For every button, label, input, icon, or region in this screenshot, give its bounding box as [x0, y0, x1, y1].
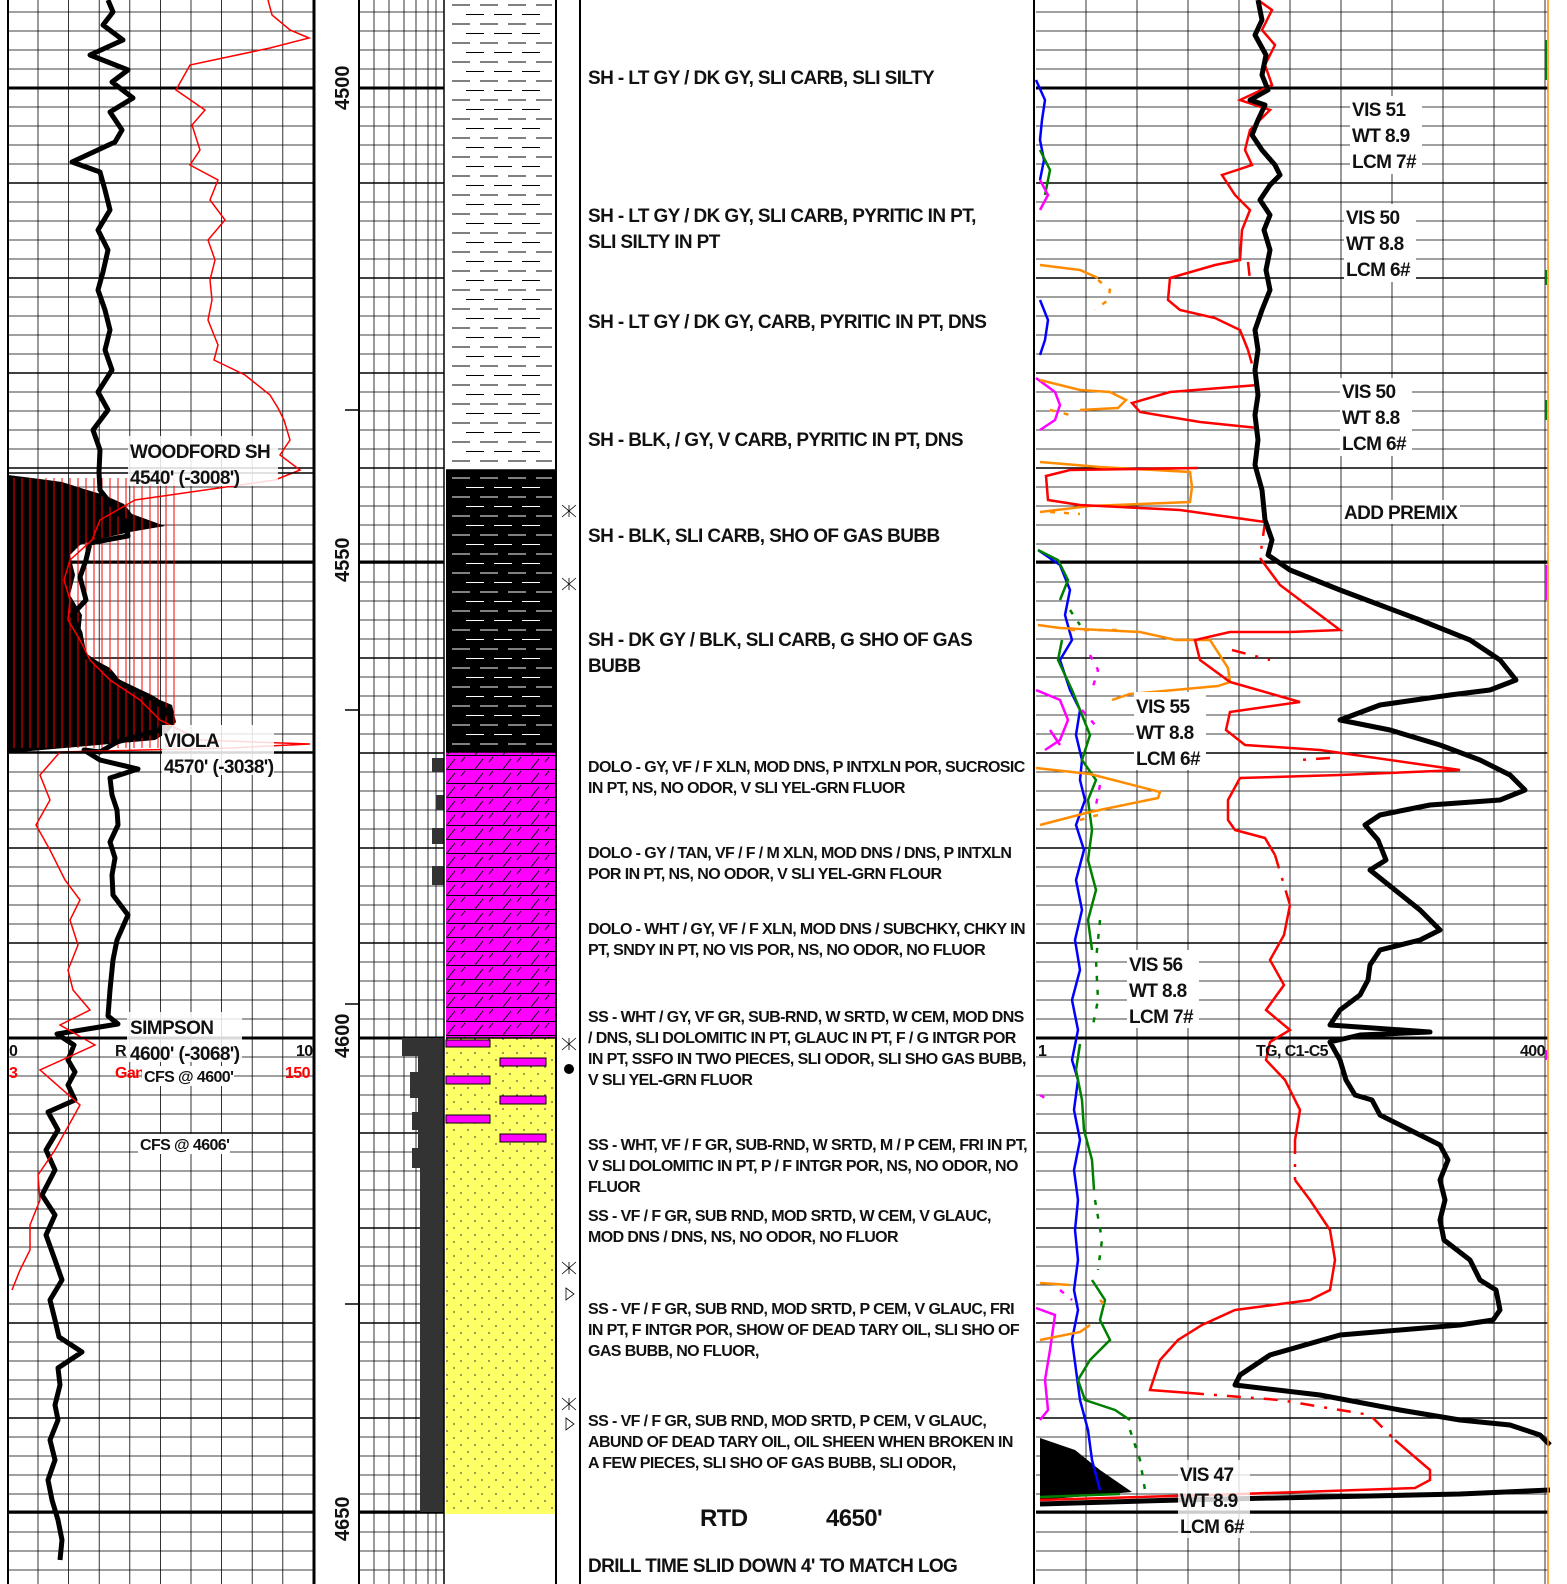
mud-report-3-lcm: LCM 6# — [1342, 434, 1407, 455]
description-5: SH - BLK, SLI CARB, SHO OF GAS BUBB — [588, 526, 940, 547]
shale-hatch — [13, 478, 175, 748]
core-note-2: CFS @ 4606' — [140, 1137, 229, 1154]
drill-time-bar — [402, 758, 444, 1512]
description-10: SS - WHT / GY, VF GR, SUB-RND, W SRTD, W… — [588, 1009, 1030, 1089]
track-descriptions: SH - LT GY / DK GY, SLI CARB, SLI SILTY … — [588, 0, 1035, 1584]
description-12: SS - VF / F GR, SUB RND, MOD SRTD, W CEM… — [588, 1208, 995, 1246]
mud-report-1: VIS 51 WT 8.9 LCM 7# — [1350, 96, 1422, 174]
gray-shale-pattern — [452, 4, 552, 462]
gas-c1-curve — [1039, 0, 1461, 1502]
mud-report-3-wt: WT 8.8 — [1342, 408, 1400, 429]
resistivity-curve — [11, 0, 312, 1291]
description-8: DOLO - GY / TAN, VF / F / M XLN, MOD DNS… — [588, 845, 1015, 883]
formation-top-viola-name: VIOLA — [164, 731, 220, 752]
rtd-label: RTD — [700, 1505, 748, 1532]
mud-report-1-wt: WT 8.9 — [1352, 126, 1410, 147]
mud-report-6-lcm: LCM 6# — [1180, 1517, 1245, 1538]
description-2: SH - LT GY / DK GY, SLI CARB, PYRITIC IN… — [588, 206, 980, 253]
mud-report-4-vis: VIS 55 — [1136, 697, 1190, 718]
gamma-curve — [39, 0, 168, 1561]
mud-note: ADD PREMIX — [1344, 503, 1458, 524]
description-14: SS - VF / F GR, SUB RND, MOD SRTD, P CEM… — [588, 1413, 1017, 1472]
track-gas: 1 TG, C1-C5 400 VIS 51 WT 8.9 LCM 7# VIS… — [1034, 0, 1552, 1584]
depth-label-4550: 4550 — [332, 538, 354, 583]
description-9: DOLO - WHT / GY, VF / F XLN, MOD DNS / S… — [588, 921, 1029, 959]
mud-report-4: VIS 55 WT 8.8 LCM 6# — [1134, 692, 1206, 770]
mud-report-2: VIS 50 WT 8.8 LCM 6# — [1344, 204, 1416, 282]
description-1: SH - LT GY / DK GY, SLI CARB, SLI SILTY — [588, 68, 935, 89]
black-shale-pattern — [452, 477, 552, 745]
core-note-1: CFS @ 4600' — [144, 1069, 233, 1086]
red-scale-max: 150 — [285, 1065, 311, 1082]
black-scale-mid: R — [115, 1043, 127, 1060]
mud-report-2-lcm: LCM 6# — [1346, 260, 1411, 281]
formation-top-simpson-depth: 4600' (-3068') — [130, 1044, 240, 1065]
depth-label-4500: 4500 — [332, 66, 354, 111]
track-drill-time — [359, 0, 445, 1584]
gas-scale-max: 400 — [1520, 1043, 1546, 1060]
formation-top-viola-depth: 4570' (-3038') — [164, 757, 274, 778]
track-lithology — [445, 0, 557, 1584]
formation-top-woodford-name: WOODFORD SH — [130, 442, 270, 463]
gas-scale-label: TG, C1-C5 — [1256, 1043, 1329, 1060]
track-depth: 4500 4550 4600 4650 — [332, 0, 360, 1584]
mud-report-2-wt: WT 8.8 — [1346, 234, 1404, 255]
gas-spike-fill — [1040, 1438, 1132, 1500]
mud-report-2-vis: VIS 50 — [1346, 208, 1399, 229]
depth-label-4650: 4650 — [332, 1497, 354, 1542]
description-11: SS - WHT, VF / F GR, SUB-RND, W SRTD, M … — [588, 1137, 1031, 1196]
mud-report-4-lcm: LCM 6# — [1136, 749, 1201, 770]
mud-report-1-lcm: LCM 7# — [1352, 152, 1417, 173]
mud-report-3-vis: VIS 50 — [1342, 382, 1395, 403]
black-scale-max: 10 — [296, 1043, 313, 1060]
mud-report-5-lcm: LCM 7# — [1129, 1007, 1194, 1028]
drill-time-grid — [359, 0, 444, 1584]
gas-total-curve — [1039, 0, 1552, 1507]
red-scale-min: 3 — [9, 1065, 18, 1082]
rtd-value: 4650' — [826, 1505, 882, 1532]
mud-report-6-wt: WT 8.9 — [1180, 1491, 1238, 1512]
black-scale-min: 0 — [9, 1043, 18, 1060]
mud-report-6-vis: VIS 47 — [1180, 1465, 1233, 1486]
description-3: SH - LT GY / DK GY, CARB, PYRITIC IN PT,… — [588, 312, 986, 333]
red-scale-mid: Gan — [115, 1065, 144, 1082]
mud-report-5-vis: VIS 56 — [1129, 955, 1182, 976]
description-4: SH - BLK, / GY, V CARB, PYRITIC IN PT, D… — [588, 430, 963, 451]
gas-c2-curve — [1035, 263, 1232, 1342]
gas-c4-curve — [1034, 79, 1102, 1491]
mud-report-3: VIS 50 WT 8.8 LCM 6# — [1340, 378, 1412, 456]
description-7: DOLO - GY, VF / F XLN, MOD DNS, P INTXLN… — [588, 759, 1029, 797]
drill-time-note: DRILL TIME SLID DOWN 4' TO MATCH LOG — [588, 1556, 957, 1577]
formation-top-woodford-depth: 4540' (-3008') — [130, 468, 240, 489]
woodford-shale-fill — [8, 475, 176, 753]
gas-scale-min: 1 — [1038, 1043, 1047, 1060]
gas-track-grid — [1036, 0, 1548, 1584]
gas-c3-curve — [1037, 149, 1131, 1499]
depth-label-4600: 4600 — [332, 1014, 354, 1059]
mud-report-5: VIS 56 WT 8.8 LCM 7# — [1127, 950, 1199, 1028]
description-6: SH - DK GY / BLK, SLI CARB, G SHO OF GAS… — [588, 630, 977, 677]
mud-report-6: VIS 47 WT 8.9 LCM 6# — [1178, 1460, 1250, 1538]
track-gamma-resistivity: WOODFORD SH 4540' (-3008') VIOLA 4570' (… — [7, 0, 316, 1584]
track-shows — [561, 0, 581, 1584]
mud-report-4-wt: WT 8.8 — [1136, 723, 1194, 744]
formation-top-simpson-name: SIMPSON — [130, 1018, 213, 1039]
description-13: SS - VF / F GR, SUB RND, MOD SRTD, P CEM… — [588, 1301, 1023, 1360]
gas-c5-curve — [1035, 179, 1070, 1421]
mud-report-1-vis: VIS 51 — [1352, 100, 1406, 121]
mud-report-5-wt: WT 8.8 — [1129, 981, 1187, 1002]
